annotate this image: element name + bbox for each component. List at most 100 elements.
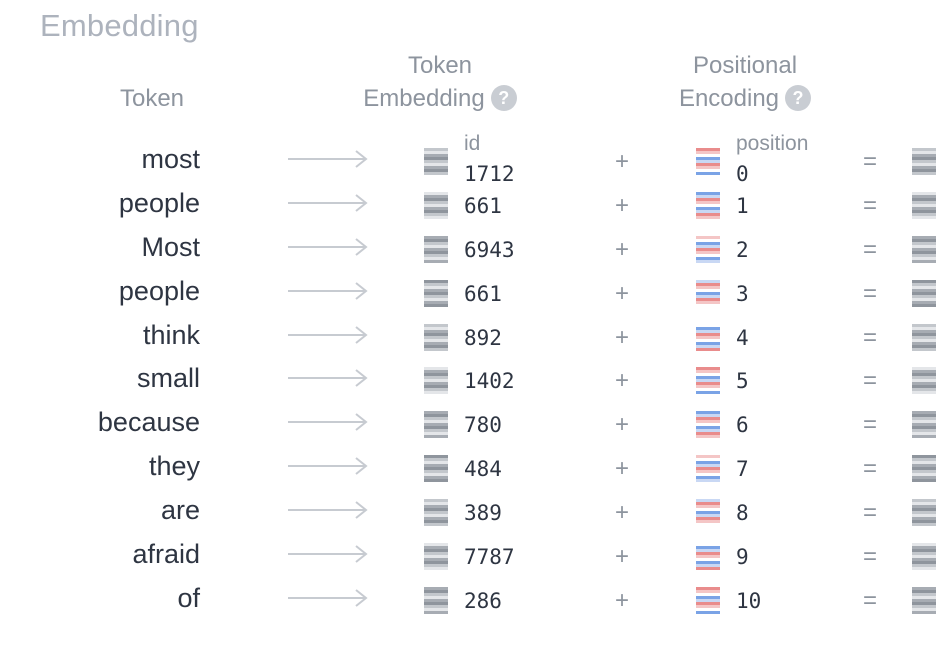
token-text: people (118, 187, 200, 218)
arrow-right-icon (288, 146, 368, 172)
positional-encoding-swatch (696, 586, 720, 614)
output-stripes (912, 411, 936, 439)
embedding-row: people 661 +1 = (0, 182, 948, 226)
plus-operator: + (615, 367, 630, 395)
output-embedding-swatch (912, 323, 936, 351)
position-sublabel: position (736, 132, 809, 155)
positional-encoding-help-icon[interactable]: ? (785, 85, 812, 111)
equals-operator: = (863, 543, 878, 571)
token-column-header: Token (92, 82, 212, 115)
token-embedding-swatch (424, 323, 448, 351)
token-id-value: 1712 (464, 162, 515, 186)
equals-operator: = (863, 586, 878, 614)
arrow-right-icon (288, 453, 368, 479)
token-embedding-stripes (424, 148, 448, 175)
token-text: they (148, 451, 200, 482)
equals-operator: = (863, 191, 878, 219)
id-sublabel: id (464, 132, 481, 155)
positional-stripes (696, 235, 720, 263)
token-id-value: 389 (464, 501, 502, 526)
equals-operator: = (863, 367, 878, 395)
arrow-right-icon (288, 365, 368, 391)
embedding-row: Most 6943 +2 = (0, 226, 948, 270)
positional-stripes (696, 323, 720, 351)
embedding-row: most id position 1712 +0 = (0, 132, 948, 186)
token-embedding-stripes (424, 191, 448, 219)
token-embedding-header-line1: Token (407, 52, 473, 79)
output-stripes (912, 586, 936, 614)
positional-stripes (696, 148, 720, 175)
token-embedding-swatch (424, 455, 448, 483)
token-id-value: 892 (464, 325, 502, 350)
position-value: 9 (736, 545, 749, 570)
positional-encoding-swatch (696, 279, 720, 307)
position-value: 4 (736, 325, 749, 350)
output-embedding-swatch (912, 411, 936, 439)
positional-stripes (696, 411, 720, 439)
plus-operator: + (615, 586, 630, 614)
token-embedding-swatch (424, 279, 448, 307)
token-header-label: Token (119, 85, 185, 112)
output-stripes (912, 543, 936, 571)
token-embedding-help-icon[interactable]: ? (490, 85, 517, 111)
positional-stripes (696, 455, 720, 483)
output-embedding-swatch (912, 499, 936, 527)
token-text: afraid (132, 539, 200, 570)
output-stripes (912, 499, 936, 527)
arrow-right-icon (288, 234, 368, 260)
positional-header-line2: Encoding (678, 85, 780, 112)
position-value: 1 (736, 193, 749, 218)
output-embedding-swatch (912, 235, 936, 263)
positional-encoding-swatch (696, 455, 720, 483)
equals-operator: = (863, 499, 878, 527)
output-stripes (912, 148, 936, 175)
plus-operator: + (615, 455, 630, 483)
positional-encoding-swatch (696, 235, 720, 263)
arrow-right-icon (288, 322, 368, 348)
token-embedding-stripes (424, 367, 448, 395)
equals-operator: = (863, 148, 878, 175)
arrow-right-icon (288, 585, 368, 611)
positional-stripes (696, 499, 720, 527)
embedding-row: because 780 +6 = (0, 401, 948, 445)
positional-encoding-swatch (696, 367, 720, 395)
plus-operator: + (615, 323, 630, 351)
token-embedding-swatch (424, 191, 448, 219)
token-embedding-header-line2: Embedding (363, 85, 485, 112)
token-text: most (141, 144, 200, 174)
arrow-right-icon (288, 497, 368, 523)
embedding-row: are 389 +8 = (0, 489, 948, 533)
token-embedding-stripes (424, 455, 448, 483)
positional-header-line1: Positional (692, 52, 798, 79)
plus-operator: + (615, 148, 630, 175)
arrow-right-icon (288, 190, 368, 216)
token-text: small (136, 363, 200, 394)
positional-encoding-swatch (696, 323, 720, 351)
equals-operator: = (863, 323, 878, 351)
token-embedding-swatch (424, 499, 448, 527)
positional-encoding-swatch (696, 411, 720, 439)
token-text: people (118, 275, 200, 306)
equals-operator: = (863, 455, 878, 483)
token-text: think (142, 319, 200, 350)
token-embedding-stripes (424, 279, 448, 307)
positional-header-line2-wrap: Encoding? (660, 82, 830, 115)
token-embedding-header-line2-wrap: Embedding? (345, 82, 535, 115)
equals-operator: = (863, 279, 878, 307)
token-embedding-swatch (424, 411, 448, 439)
section-title: Embedding (40, 8, 199, 43)
output-stripes (912, 455, 936, 483)
plus-operator: + (615, 411, 630, 439)
embedding-row: think 892 +4 = (0, 314, 948, 358)
output-embedding-swatch (912, 191, 936, 219)
output-stripes (912, 191, 936, 219)
token-embedding-stripes (424, 586, 448, 614)
position-value: 0 (736, 162, 749, 186)
position-value: 10 (736, 588, 762, 613)
token-text: are (160, 495, 200, 526)
plus-operator: + (615, 499, 630, 527)
output-embedding-swatch (912, 455, 936, 483)
positional-encoding-swatch (696, 191, 720, 219)
equals-operator: = (863, 235, 878, 263)
